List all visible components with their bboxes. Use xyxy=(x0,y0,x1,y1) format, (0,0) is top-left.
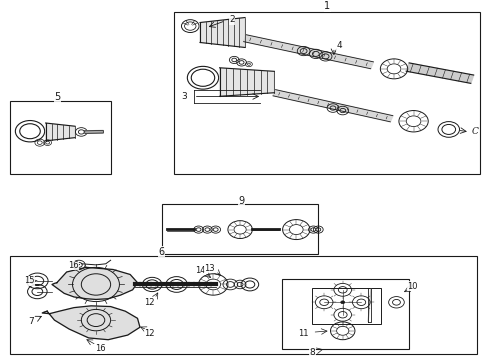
Polygon shape xyxy=(244,35,373,69)
Text: 11: 11 xyxy=(298,329,309,338)
Polygon shape xyxy=(200,18,245,48)
Text: C: C xyxy=(471,127,478,136)
Text: 9: 9 xyxy=(238,196,244,206)
Polygon shape xyxy=(52,267,138,300)
Text: 16: 16 xyxy=(68,261,78,270)
Text: 1: 1 xyxy=(324,1,330,12)
Polygon shape xyxy=(273,90,393,122)
Bar xyxy=(282,279,409,348)
Text: 8: 8 xyxy=(310,348,315,357)
Text: 13: 13 xyxy=(204,264,215,273)
Bar xyxy=(10,256,477,354)
Polygon shape xyxy=(220,68,274,96)
Text: 10: 10 xyxy=(407,282,418,291)
Text: 6: 6 xyxy=(159,247,165,257)
Bar xyxy=(313,288,381,324)
Polygon shape xyxy=(368,288,371,322)
Text: 5: 5 xyxy=(54,93,60,102)
Text: 2: 2 xyxy=(229,15,235,24)
Text: 15: 15 xyxy=(24,276,34,285)
Polygon shape xyxy=(42,306,140,340)
Bar xyxy=(162,204,318,254)
Text: 3: 3 xyxy=(181,92,187,101)
Polygon shape xyxy=(46,123,75,141)
Text: 12: 12 xyxy=(145,329,155,338)
Circle shape xyxy=(341,301,344,304)
Text: 14: 14 xyxy=(195,266,205,275)
Text: 12: 12 xyxy=(145,298,155,307)
Text: 4: 4 xyxy=(337,41,342,50)
Bar xyxy=(174,12,480,174)
Text: 16: 16 xyxy=(96,344,106,353)
Bar xyxy=(10,101,111,174)
Text: 7: 7 xyxy=(28,317,34,326)
Polygon shape xyxy=(85,131,103,133)
Polygon shape xyxy=(406,63,474,83)
